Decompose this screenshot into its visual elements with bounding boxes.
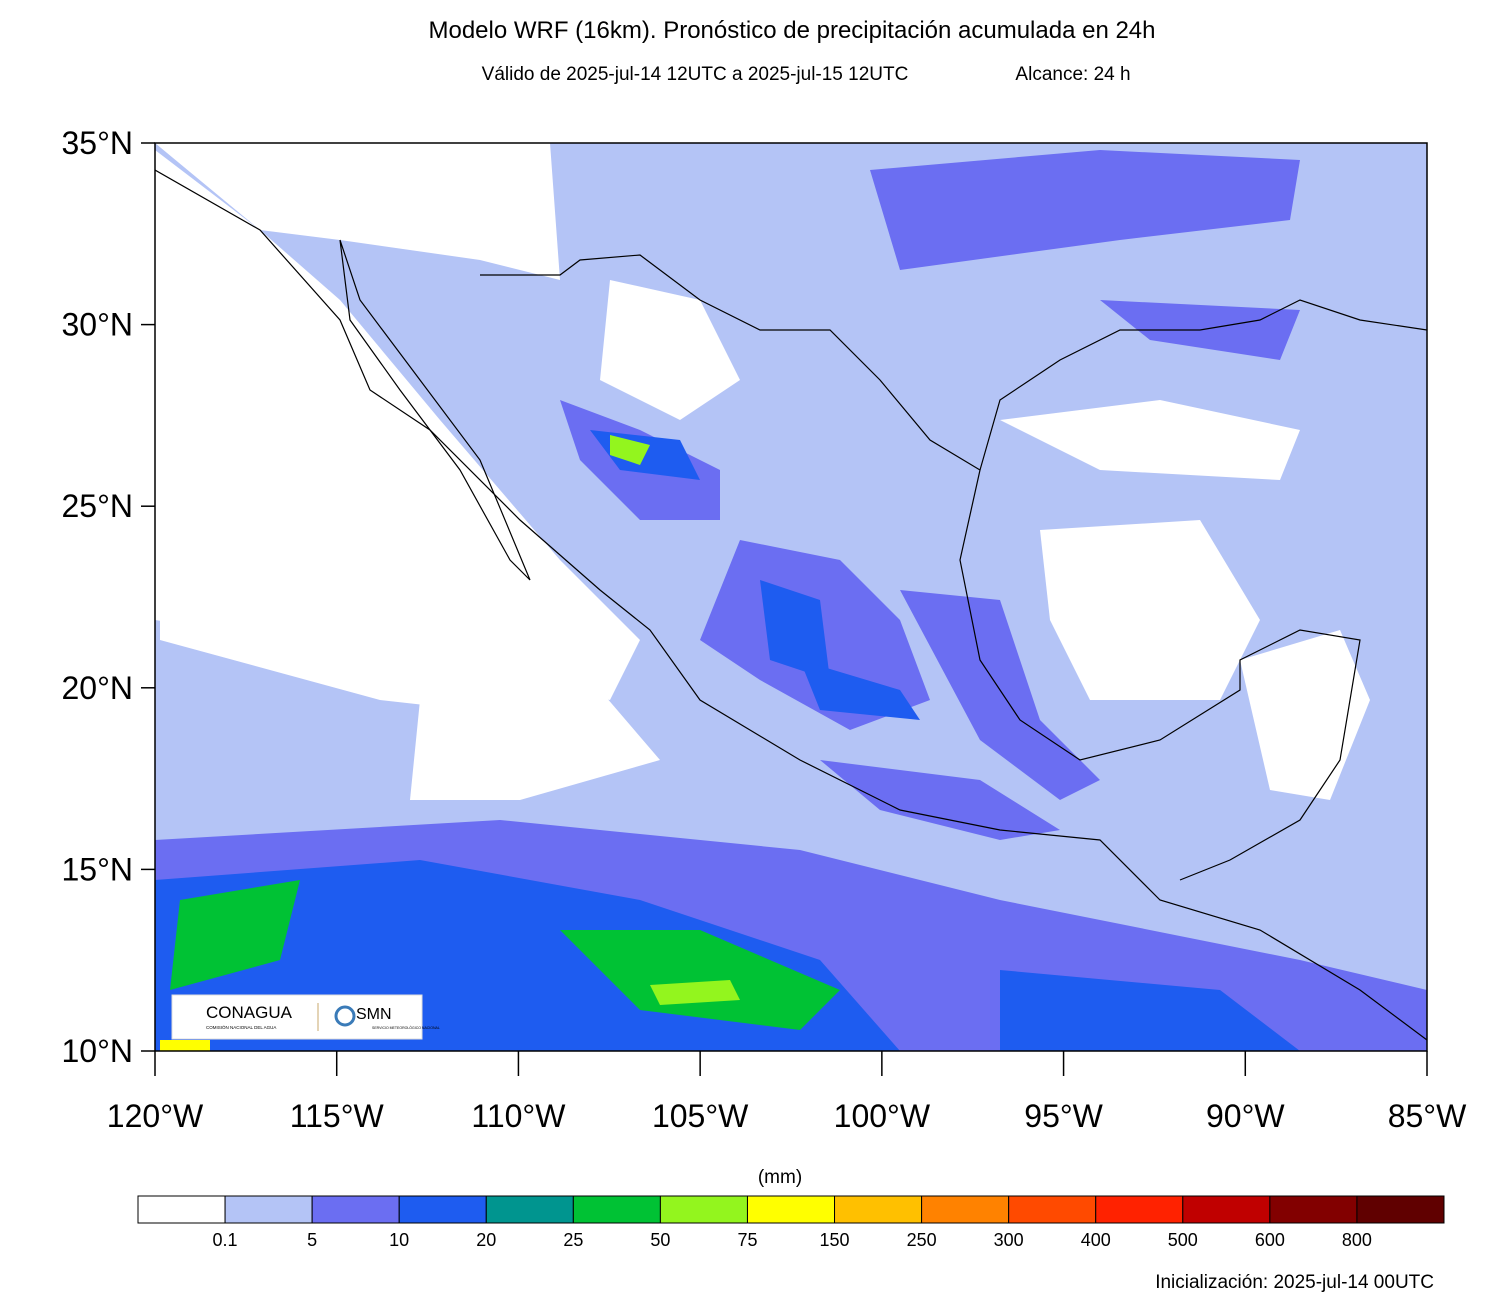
subtitle: Válido de 2025-jul-14 12UTC a 2025-jul-1… xyxy=(482,64,909,85)
colorbar-box xyxy=(1095,1195,1184,1224)
lat-tick-label: 35°N xyxy=(62,125,134,161)
colorbar-box xyxy=(485,1195,574,1224)
lon-tick-label: 115°W xyxy=(290,1098,385,1134)
range: Alcance: 24 h xyxy=(1015,64,1130,85)
lon-tick-label: 105°W xyxy=(652,1098,749,1134)
colorbar-label: 0.1 xyxy=(213,1230,238,1250)
logo-smn: SMN xyxy=(356,1006,392,1023)
colorbar-label: 150 xyxy=(820,1230,850,1250)
colorbar-label: 800 xyxy=(1342,1230,1372,1250)
colorbar-box xyxy=(137,1195,226,1224)
colorbar-unit: (mm) xyxy=(758,1167,802,1188)
lon-tick-label: 120°W xyxy=(107,1098,204,1134)
colorbar-box xyxy=(1269,1195,1358,1224)
lat-tick-label: 20°N xyxy=(62,670,134,706)
colorbar-label: 75 xyxy=(737,1230,757,1250)
colorbar-box xyxy=(921,1195,1010,1224)
colorbar-box xyxy=(1182,1195,1271,1224)
footer: Inicialización: 2025-jul-14 00UTC xyxy=(1155,1272,1434,1293)
colorbar-label: 5 xyxy=(307,1230,317,1250)
colorbar-label: 300 xyxy=(994,1230,1024,1250)
lon-tick-label: 90°W xyxy=(1206,1098,1285,1134)
colorbar-box xyxy=(572,1195,661,1224)
colorbar-label: 50 xyxy=(650,1230,670,1250)
lon-tick-label: 110°W xyxy=(471,1098,566,1134)
lon-tick-label: 100°W xyxy=(834,1098,931,1134)
lat-tick-label: 25°N xyxy=(62,488,134,524)
lat-tick-label: 30°N xyxy=(62,307,134,343)
colorbar-box xyxy=(834,1195,923,1224)
colorbar-label: 10 xyxy=(389,1230,409,1250)
lat-tick-label: 10°N xyxy=(62,1033,134,1069)
colorbar-box xyxy=(1008,1195,1097,1224)
colorbar-label: 20 xyxy=(476,1230,496,1250)
colorbar-label: 600 xyxy=(1255,1230,1285,1250)
colorbar-label: 500 xyxy=(1168,1230,1198,1250)
colorbar-box xyxy=(1356,1195,1445,1224)
colorbar-label: 25 xyxy=(563,1230,583,1250)
lon-tick-label: 95°W xyxy=(1024,1098,1103,1134)
precip-field xyxy=(155,143,1427,1051)
colorbar-label: 250 xyxy=(907,1230,937,1250)
logo-box: CONAGUA COMISIÓN NACIONAL DEL AGUA SMN S… xyxy=(171,994,440,1040)
colorbar-box xyxy=(224,1195,313,1224)
colorbar-box xyxy=(659,1195,748,1224)
map-frame xyxy=(154,142,1428,1052)
lon-tick-label: 85°W xyxy=(1388,1098,1467,1134)
logo-conagua-sub: COMISIÓN NACIONAL DEL AGUA xyxy=(206,1024,276,1030)
colorbar-label: 400 xyxy=(1081,1230,1111,1250)
colorbar-box xyxy=(311,1195,400,1224)
logo-smn-sub: SERVICIO METEOROLÓGICO NACIONAL xyxy=(372,1025,440,1030)
colorbar-box xyxy=(398,1195,487,1224)
colorbar-box xyxy=(746,1195,836,1224)
title: Modelo WRF (16km). Pronóstico de precipi… xyxy=(428,17,1155,44)
lat-tick-label: 15°N xyxy=(62,851,134,887)
logo-conagua: CONAGUA xyxy=(206,1003,293,1022)
